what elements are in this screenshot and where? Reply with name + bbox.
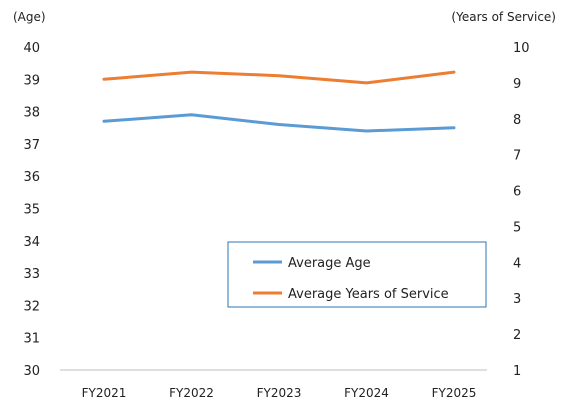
right-axis-unit-label: (Years of Service) (451, 10, 556, 24)
legend-box (227, 241, 487, 308)
x-axis-tick-label: FY2025 (432, 386, 477, 400)
left-axis-tick-label: 39 (23, 73, 40, 88)
right-axis-tick-label: 10 (513, 41, 530, 56)
x-axis-tick-label: FY2023 (257, 386, 302, 400)
legend-items: Average Age Average Years of Service (253, 256, 449, 302)
right-axis-tick-label: 2 (513, 328, 521, 343)
legend: Average Age Average Years of Service (227, 241, 487, 308)
legend-label: Average Age (288, 256, 371, 271)
left-axis-ticks: 30 31 32 33 34 35 36 37 38 39 40 (23, 41, 40, 379)
left-axis-tick-label: 33 (23, 267, 40, 282)
left-axis-tick-label: 34 (23, 235, 40, 250)
right-axis-tick-label: 4 (513, 256, 521, 271)
x-axis-tick-label: FY2021 (82, 386, 127, 400)
right-axis-tick-label: 7 (513, 149, 521, 164)
right-axis-tick-label: 9 (513, 77, 521, 92)
left-axis-tick-label: 30 (23, 364, 40, 379)
series-line-2 (102, 70, 456, 85)
left-axis-tick-label: 38 (23, 106, 40, 121)
left-axis-tick-label: 37 (23, 138, 40, 153)
x-axis-ticks: FY2021 FY2022 FY2023 FY2024 FY2025 (82, 386, 477, 400)
right-axis-tick-label: 5 (513, 220, 521, 235)
left-axis-tick-label: 36 (23, 170, 40, 185)
left-axis-tick-label: 40 (23, 41, 40, 56)
right-axis-tick-label: 6 (513, 185, 521, 200)
right-axis-tick-label: 1 (513, 364, 521, 379)
left-axis-unit-label: (Age) (13, 10, 46, 24)
right-axis-ticks: 1 2 3 4 5 6 7 8 9 10 (513, 41, 530, 379)
right-axis-tick-label: 3 (513, 292, 521, 307)
legend-label: Average Years of Service (288, 287, 449, 302)
right-axis-tick-label: 8 (513, 113, 521, 128)
series-line-1 (102, 113, 456, 133)
x-axis-tick-label: FY2022 (169, 386, 214, 400)
left-axis-tick-label: 32 (23, 299, 40, 314)
x-axis-tick-label: FY2024 (344, 386, 389, 400)
left-axis-tick-label: 31 (23, 332, 40, 347)
series-lines (102, 70, 456, 133)
left-axis-tick-label: 35 (23, 203, 40, 218)
